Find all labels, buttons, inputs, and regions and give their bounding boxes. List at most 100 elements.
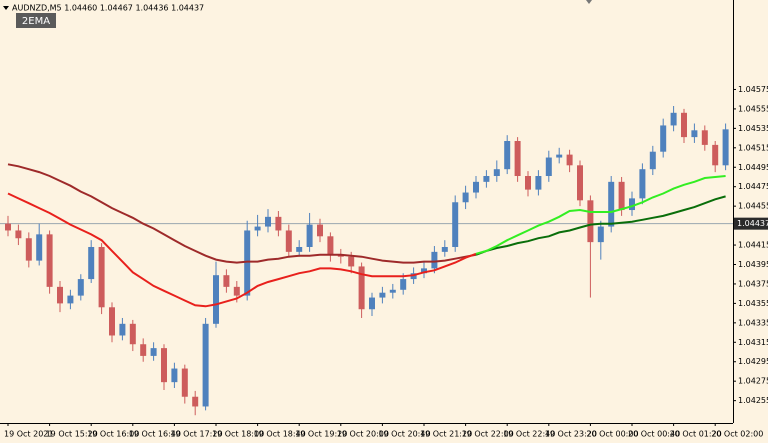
y-tick-label: 1.04315 [738, 338, 768, 347]
candle-body [369, 297, 375, 310]
candle-body [233, 286, 240, 296]
x-tick-label: 20 Oct 00:00 [586, 430, 638, 439]
candle-body [348, 256, 355, 267]
x-tick-label: 19 Oct 18:40 [254, 430, 306, 439]
candle-body [535, 176, 542, 190]
indicator-box [16, 13, 56, 28]
candle-body [36, 234, 43, 261]
y-tick-label: 1.04495 [738, 163, 768, 172]
shift-marker [586, 0, 592, 4]
y-tick-label: 1.04335 [738, 318, 768, 327]
candle-body [597, 226, 604, 243]
candle-body [629, 198, 635, 211]
x-tick-label: 19 Oct 22:40 [503, 430, 555, 439]
candle-body [545, 157, 552, 177]
x-tick-label: 19 Oct 2021 [4, 430, 53, 439]
candle-body [15, 230, 22, 239]
candle-body [265, 216, 271, 227]
ema-line [475, 195, 726, 256]
x-tick-label: 19 Oct 22:00 [462, 430, 514, 439]
candle-body [57, 286, 63, 304]
candle-body [244, 230, 251, 296]
candle-body [577, 165, 583, 201]
x-tick-label: 20 Oct 02:00 [711, 430, 763, 439]
x-tick-label: 19 Oct 20:40 [378, 430, 430, 439]
y-tick-label: 1.04295 [738, 357, 768, 366]
collapse-icon[interactable] [3, 6, 9, 10]
candle-body [379, 292, 386, 298]
candle-body [46, 234, 53, 287]
x-tick-label: 19 Oct 23:20 [545, 430, 597, 439]
candle-body [660, 125, 667, 152]
chart-title: AUDNZD,M5 1.04460 1.04467 1.04436 1.0443… [12, 4, 204, 13]
candle-body [150, 348, 157, 356]
candle-body [722, 129, 729, 166]
candle-body [618, 181, 625, 211]
candle-body [171, 368, 178, 383]
candle-body [462, 192, 469, 203]
candle-body [306, 224, 313, 247]
indicator-label: 2EMA [22, 16, 50, 27]
candle-body [213, 275, 219, 324]
candle-body [473, 181, 479, 193]
x-tick-label: 19 Oct 20:00 [337, 430, 389, 439]
y-tick-label: 1.04275 [738, 377, 768, 386]
candle-body [358, 266, 365, 310]
candle-body [681, 112, 687, 138]
candle-body [327, 236, 334, 255]
candle-body [431, 251, 438, 269]
candle-body [275, 216, 282, 231]
candle-body [161, 348, 167, 383]
current-price-label: 1.04437 [737, 219, 768, 228]
x-tick-label: 19 Oct 21:20 [420, 430, 472, 439]
y-tick-label: 1.04535 [738, 124, 768, 133]
x-tick-label: 20 Oct 01:20 [670, 430, 722, 439]
candle-body [140, 344, 147, 356]
candle-body [88, 246, 95, 280]
y-tick-label: 1.04455 [738, 202, 768, 211]
candle-body [202, 323, 209, 407]
candle-body [504, 141, 511, 170]
candle-body [181, 368, 188, 397]
candle-body [712, 144, 719, 166]
candle-body [223, 275, 230, 287]
candle-body [67, 295, 74, 304]
candle-body [452, 202, 459, 247]
y-tick-label: 1.04355 [738, 299, 768, 308]
candle-body [483, 176, 490, 182]
candle-body [25, 238, 32, 261]
candle-body [525, 176, 531, 190]
candle-body [119, 323, 126, 336]
candle-body [5, 223, 11, 231]
x-tick-label: 19 Oct 16:00 [87, 430, 139, 439]
candle-body [493, 169, 500, 177]
candle-body [296, 246, 303, 252]
candle-body [421, 268, 427, 274]
candle-body [254, 226, 261, 231]
x-tick-label: 19 Oct 17:20 [170, 430, 222, 439]
candle-body [77, 279, 84, 296]
candle-body [400, 279, 407, 290]
candle-body [109, 307, 115, 336]
y-tick-label: 1.04575 [738, 85, 768, 94]
x-tick-label: 20 Oct 00:40 [628, 430, 680, 439]
candle-body [129, 323, 136, 345]
ema-line [7, 163, 477, 264]
x-tick-label: 19 Oct 15:20 [46, 430, 98, 439]
candle-body [701, 130, 708, 145]
x-tick-label: 19 Oct 19:20 [295, 430, 347, 439]
candle-body [317, 224, 323, 237]
y-tick-label: 1.04415 [738, 241, 768, 250]
candle-body [649, 151, 656, 170]
candle-body [98, 246, 105, 308]
candle-body [514, 141, 521, 177]
candle-body [587, 200, 594, 243]
candle-body [566, 154, 573, 166]
candle-body [389, 289, 396, 293]
ema-line [7, 192, 477, 308]
candle-body [691, 130, 698, 138]
y-tick-label: 1.04515 [738, 143, 768, 152]
y-tick-label: 1.04395 [738, 260, 768, 269]
